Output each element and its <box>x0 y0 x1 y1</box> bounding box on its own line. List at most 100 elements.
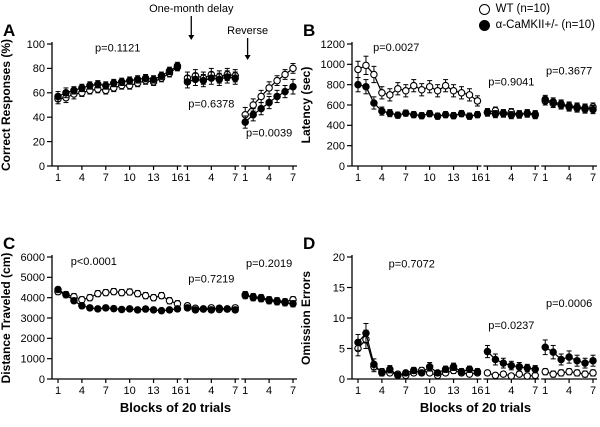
data-point <box>149 293 158 302</box>
data-point <box>207 74 216 82</box>
x-tick-label: 1 <box>184 172 190 184</box>
data-point <box>199 305 208 313</box>
data-point <box>102 81 110 90</box>
data-point <box>402 369 410 377</box>
y-tick-label: 6000 <box>21 252 45 264</box>
data-point <box>473 367 482 376</box>
x-tick-label: 1 <box>542 385 548 397</box>
data-point <box>191 306 200 314</box>
x-tick-label: 10 <box>124 385 136 397</box>
data-point <box>531 365 539 373</box>
data-point <box>417 86 426 94</box>
x-tick-label: 4 <box>208 172 214 184</box>
data-point <box>417 111 426 120</box>
data-point <box>581 104 589 112</box>
data-point <box>133 75 142 84</box>
data-point <box>94 80 102 89</box>
x-tick-label: 16 <box>171 172 183 184</box>
data-point <box>557 369 565 377</box>
data-point <box>173 62 182 70</box>
series-line <box>357 64 478 102</box>
p-value-label: p=0.0237 <box>488 320 534 332</box>
data-point <box>215 75 224 84</box>
series-wt <box>354 55 482 107</box>
data-point <box>117 288 126 297</box>
y-axis-title: Correct Responses (%) <box>0 39 13 171</box>
data-point <box>199 76 208 85</box>
panel-a-correct-responses-chart: A 0 20 40 60 80 100 Correct Responses (%) 1 4 7 10 1… <box>0 3 297 184</box>
panel-b-latency-chart: B 0 200 400 600 800 1000 1200 Latency (sec) 1 4 7 10… <box>300 21 597 184</box>
data-point <box>257 104 265 113</box>
y-tick-label: 0 <box>39 161 45 173</box>
data-point <box>394 111 402 119</box>
y-tick-label: 20 <box>33 136 45 148</box>
data-point <box>165 67 174 75</box>
data-point <box>125 305 134 313</box>
y-axis-title: Distance Traveled (cm) <box>0 253 13 384</box>
data-point <box>417 369 426 377</box>
x-tick-label: 4 <box>508 172 514 184</box>
data-point <box>141 291 150 300</box>
legend: WT (n=10) α-CaMKII+/- (n=10) <box>478 3 595 35</box>
data-point <box>354 338 362 347</box>
data-point <box>457 367 466 376</box>
data-point <box>249 111 257 119</box>
data-point <box>78 302 86 310</box>
data-point <box>249 101 257 109</box>
legend-item-camkii: α-CaMKII+/- (n=10) <box>478 19 595 31</box>
data-point <box>141 305 150 313</box>
data-point <box>62 290 70 299</box>
data-point <box>117 78 126 86</box>
series-camkii <box>354 322 482 380</box>
series-camkii <box>483 344 539 374</box>
data-point <box>265 84 273 92</box>
series-camkii <box>183 70 239 89</box>
data-point <box>157 306 166 315</box>
down-arrow-head-icon <box>188 35 195 40</box>
data-point <box>531 111 539 119</box>
data-point <box>362 82 370 91</box>
data-point <box>465 112 474 120</box>
data-point <box>483 347 492 356</box>
data-point <box>62 89 70 97</box>
x-tick-label: 7 <box>232 385 238 397</box>
data-point <box>473 97 482 105</box>
y-axis-title: Latency (sec) <box>300 67 313 144</box>
data-point <box>549 370 557 378</box>
data-point <box>241 118 249 126</box>
data-point <box>449 111 458 120</box>
data-point <box>78 295 86 304</box>
panel-c-distance-traveled-chart: C 0 1000 2000 3000 4000 5000 6000 Distance Trave… <box>0 234 297 415</box>
series-camkii <box>183 304 239 314</box>
data-point <box>354 65 362 74</box>
data-point <box>378 369 386 377</box>
data-point <box>215 304 224 312</box>
series-wt <box>483 369 539 380</box>
data-point <box>409 110 418 119</box>
y-tick-label: 1000 <box>321 59 345 71</box>
data-point <box>409 366 418 375</box>
data-point <box>433 369 442 377</box>
data-point <box>257 92 265 101</box>
data-point <box>449 87 458 95</box>
x-axis-title: Blocks of 20 trials <box>420 400 531 415</box>
data-point <box>149 306 158 314</box>
x-tick-label: 1 <box>242 172 248 184</box>
x-tick-label: 13 <box>147 172 159 184</box>
x-tick-label: 1 <box>242 385 248 397</box>
data-point <box>549 98 557 106</box>
x-tick-label: 4 <box>266 172 272 184</box>
series-camkii <box>541 94 597 115</box>
y-tick-label: 0 <box>39 374 45 386</box>
data-point <box>109 287 118 296</box>
data-point <box>109 79 118 87</box>
y-tick-label: 2000 <box>21 333 45 345</box>
data-point <box>433 112 442 120</box>
data-point <box>425 109 434 118</box>
p-value-label: p=0.9041 <box>488 77 534 89</box>
legend-item-wt: WT (n=10) <box>478 3 595 15</box>
x-tick-label: 1 <box>355 172 361 184</box>
data-point <box>125 76 134 85</box>
data-point <box>94 289 102 298</box>
data-point <box>54 285 62 294</box>
